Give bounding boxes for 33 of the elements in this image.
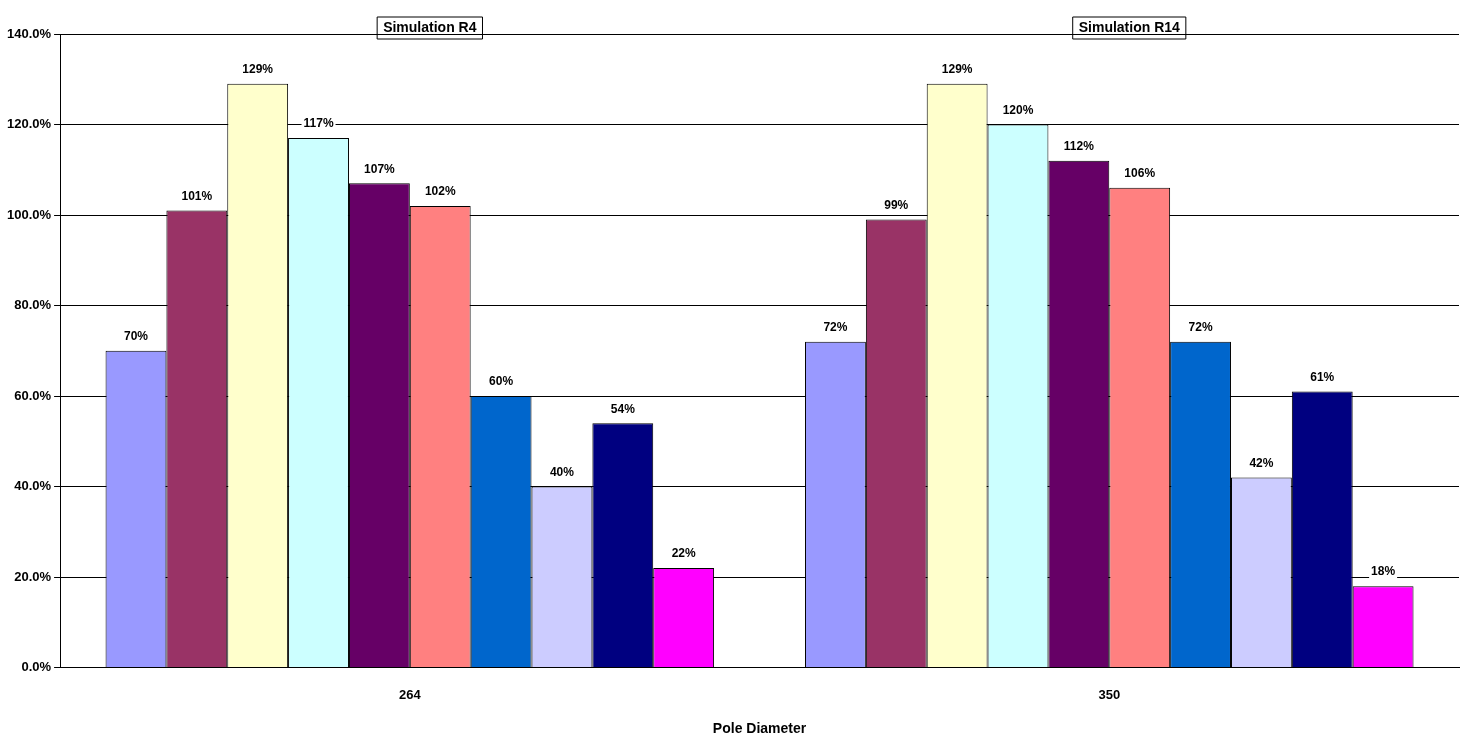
data-label: 112%	[1063, 139, 1095, 154]
data-label: 102%	[424, 184, 456, 199]
x-axis-title: Pole Diameter	[712, 720, 807, 737]
data-label: 99%	[884, 197, 909, 212]
data-label: 61%	[1310, 369, 1335, 384]
data-label: 40%	[549, 464, 575, 479]
data-label: 72%	[823, 320, 848, 335]
y-tick-label: 120.0%	[7, 116, 52, 132]
data-label: 22%	[671, 546, 696, 561]
y-tick-label: 80.0%	[14, 297, 52, 313]
data-label: 72%	[1188, 320, 1213, 335]
annotation: Simulation R14	[1078, 18, 1181, 35]
y-tick-label: 140.0%	[7, 25, 52, 41]
y-tick-label: 100.0%	[7, 206, 52, 222]
data-label: 42%	[1249, 455, 1274, 470]
annotation: Simulation R4	[383, 18, 477, 35]
data-label: 60%	[489, 374, 514, 389]
data-label: 107%	[364, 161, 396, 176]
y-tick-label: 60.0%	[14, 387, 52, 403]
data-label: 101%	[181, 188, 213, 203]
data-label: 106%	[1124, 166, 1156, 181]
data-label: 18%	[1371, 564, 1396, 579]
x-tick-label: 350	[1098, 686, 1121, 702]
data-label: 120%	[1002, 102, 1034, 117]
data-label: 117%	[303, 116, 334, 131]
data-label: 129%	[941, 62, 973, 77]
y-tick-label: 0.0%	[21, 659, 52, 675]
x-tick-label: 264	[398, 686, 422, 702]
y-tick-label: 20.0%	[14, 568, 52, 584]
data-label: 70%	[123, 329, 149, 344]
data-label: 129%	[242, 62, 274, 77]
data-label: 54%	[610, 401, 636, 416]
y-tick-label: 40.0%	[14, 478, 52, 494]
